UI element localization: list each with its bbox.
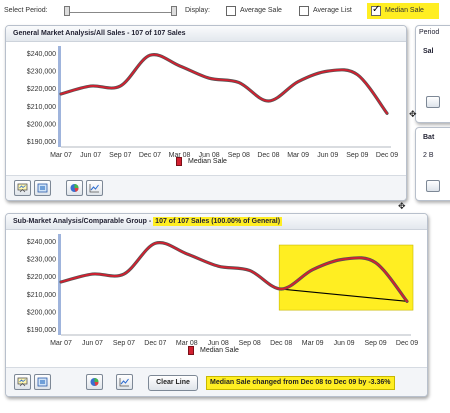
picture-icon: [37, 183, 48, 193]
side-panel-button[interactable]: [426, 180, 440, 192]
y-axis-strip: [58, 46, 61, 147]
x-tick-label: Dec 09: [376, 152, 398, 159]
y-tick-label: $220,000: [27, 86, 56, 93]
presentation-icon: [17, 183, 28, 193]
sub-market-chart: $240,000 $230,000 $220,000 $210,000 $200,000…: [6, 230, 428, 354]
y-tick-label: $230,000: [27, 257, 56, 264]
sub-market-toolbar: Clear Line Median Sale changed from Dec …: [6, 367, 427, 397]
median-sale-label: Median Sale: [385, 7, 424, 14]
median-sale-line: [61, 55, 387, 114]
average-sale-checkbox[interactable]: [226, 6, 236, 16]
y-tick-label: $210,000: [27, 104, 56, 111]
x-tick-label: Sep 08: [228, 152, 250, 159]
sale-side-label: Sal: [423, 48, 434, 55]
resize-handle-icon[interactable]: ✥: [398, 202, 406, 212]
line-chart-button[interactable]: [116, 374, 133, 390]
x-tick-label: Dec 09: [396, 340, 418, 347]
x-tick-label: Mar 09: [287, 152, 309, 159]
select-period-label: Select Period:: [4, 7, 48, 14]
display-label: Display:: [185, 7, 210, 14]
period-slider-end-thumb[interactable]: [171, 6, 177, 16]
general-market-toolbar: [6, 175, 406, 201]
side-panel-button[interactable]: [426, 96, 440, 108]
y-tick-label: $190,000: [27, 139, 56, 146]
x-tick-label: Dec 08: [257, 152, 279, 159]
y-tick-label: $190,000: [27, 327, 56, 334]
picture-icon: [37, 377, 48, 387]
chart-view-button[interactable]: [14, 374, 31, 390]
median-sale-checkbox[interactable]: [371, 6, 381, 16]
x-tick-label: Mar 07: [50, 152, 72, 159]
sub-market-title: Sub-Market Analysis/Comparable Group - 1…: [6, 214, 427, 230]
sub-market-title-highlight: 107 of 107 Sales (100.00% of General): [153, 217, 282, 226]
median-sale-legend-swatch: [188, 346, 194, 355]
sub-market-title-prefix: Sub-Market Analysis/Comparable Group -: [13, 218, 153, 225]
y-tick-label: $230,000: [27, 69, 56, 76]
average-list-checkbox[interactable]: [299, 6, 309, 16]
y-tick-label: $200,000: [27, 309, 56, 316]
period-slider-track[interactable]: [65, 12, 175, 13]
median-sale-line-shadow: [61, 55, 387, 114]
x-tick-label: Sep 08: [239, 340, 261, 347]
x-tick-label: Dec 08: [270, 340, 292, 347]
period-display-bar: Select Period: Display: Average Sale Ave…: [0, 0, 450, 22]
x-tick-label: Jun 09: [334, 340, 355, 347]
clear-line-button[interactable]: Clear Line: [148, 375, 198, 391]
y-tick-label: $240,000: [27, 239, 56, 246]
x-tick-label: Jun 07: [80, 152, 101, 159]
average-list-label: Average List: [313, 7, 352, 14]
picture-view-button[interactable]: [34, 180, 51, 196]
presentation-icon: [17, 377, 28, 387]
x-tick-label: Sep 07: [113, 340, 135, 347]
x-tick-label: Jun 07: [82, 340, 103, 347]
sub-market-panel: Sub-Market Analysis/Comparable Group - 1…: [5, 213, 428, 397]
pie-chart-icon: [89, 377, 100, 387]
x-tick-label: Sep 09: [364, 340, 386, 347]
pie-chart-button[interactable]: [86, 374, 103, 390]
x-tick-label: Dec 07: [139, 152, 161, 159]
bath-side-value: 2 B: [423, 152, 434, 159]
y-tick-label: $210,000: [27, 292, 56, 299]
general-market-title: General Market Analysis/All Sales - 107 …: [6, 26, 406, 42]
pie-chart-icon: [69, 183, 80, 193]
median-sale-legend-label: Median Sale: [188, 158, 227, 165]
median-sale-legend-label: Median Sale: [200, 347, 239, 354]
y-axis-strip: [58, 234, 61, 335]
x-tick-label: Sep 07: [109, 152, 131, 159]
general-market-chart: $240,000 $230,000 $220,000 $210,000 $200,000…: [6, 42, 407, 166]
y-tick-label: $220,000: [27, 274, 56, 281]
x-tick-label: Mar 09: [302, 340, 324, 347]
trend-change-message: Median Sale changed from Dec 08 to Dec 0…: [206, 376, 395, 390]
pie-chart-button[interactable]: [66, 180, 83, 196]
x-tick-label: Jun 08: [208, 340, 229, 347]
y-tick-label: $200,000: [27, 121, 56, 128]
y-tick-label: $240,000: [27, 51, 56, 58]
chart-view-button[interactable]: [14, 180, 31, 196]
bath-side-label: Bat: [423, 134, 434, 141]
x-tick-label: Sep 09: [346, 152, 368, 159]
x-tick-label: Dec 07: [144, 340, 166, 347]
x-tick-label: Mar 07: [50, 340, 72, 347]
line-chart-icon: [119, 377, 130, 387]
bath-side-panel: Bat 2 B: [415, 127, 450, 201]
general-market-panel: General Market Analysis/All Sales - 107 …: [5, 25, 407, 201]
median-sale-legend-swatch: [176, 157, 182, 166]
period-side-panel: Period Sal: [415, 25, 450, 123]
resize-handle-icon[interactable]: ✥: [409, 110, 417, 120]
x-tick-label: Mar 08: [176, 340, 198, 347]
average-sale-label: Average Sale: [240, 7, 282, 14]
line-chart-button[interactable]: [86, 180, 103, 196]
picture-view-button[interactable]: [34, 374, 51, 390]
x-tick-label: Jun 09: [317, 152, 338, 159]
period-side-label: Period: [419, 29, 439, 36]
line-chart-icon: [89, 183, 100, 193]
period-slider-start-thumb[interactable]: [64, 6, 70, 16]
